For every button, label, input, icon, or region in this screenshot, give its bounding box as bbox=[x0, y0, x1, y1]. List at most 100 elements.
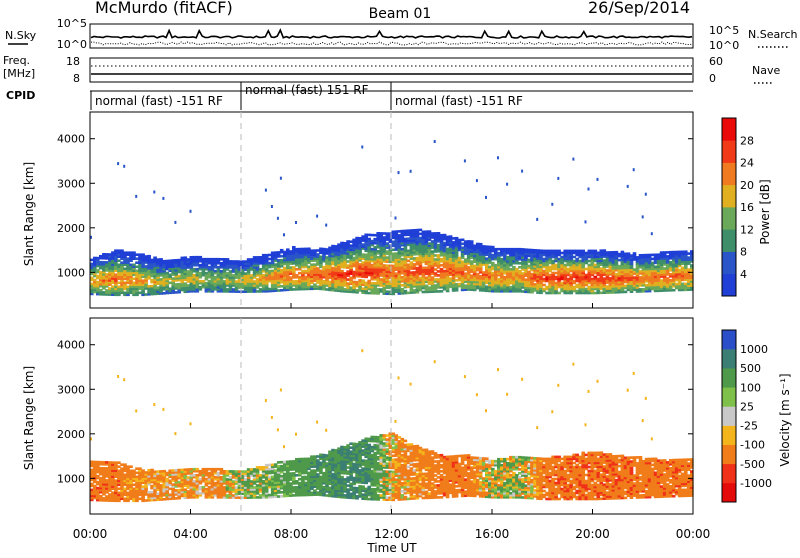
heatmap-cell bbox=[117, 249, 121, 252]
velocity-heatmap bbox=[90, 349, 694, 502]
heatmap-cell bbox=[361, 261, 365, 264]
heatmap-cell bbox=[642, 288, 646, 291]
heatmap-cell bbox=[319, 248, 323, 251]
heatmap-cell bbox=[401, 276, 405, 279]
heatmap-cell bbox=[440, 258, 444, 261]
nsky-trace-line bbox=[91, 30, 692, 38]
heatmap-cell bbox=[99, 461, 103, 464]
heatmap-cell bbox=[500, 248, 504, 251]
heatmap-cell bbox=[542, 258, 546, 261]
heatmap-cell bbox=[642, 254, 646, 257]
heatmap-cell bbox=[401, 284, 405, 287]
heatmap-cell bbox=[199, 486, 203, 489]
heatmap-cell bbox=[280, 289, 284, 292]
heatmap-cell bbox=[401, 248, 405, 251]
heatmap-cell bbox=[220, 468, 224, 471]
colorbar-swatch bbox=[722, 163, 736, 186]
power-tick-label: 8 bbox=[740, 246, 747, 259]
heatmap-cell bbox=[220, 476, 224, 479]
heatmap-cell bbox=[220, 258, 224, 261]
heatmap-cell bbox=[259, 268, 263, 271]
nave-label: Nave bbox=[752, 64, 780, 77]
heatmap-cell bbox=[542, 284, 546, 287]
heatmap-cell bbox=[603, 249, 607, 252]
heatmap-cell bbox=[259, 288, 263, 291]
heatmap-cell bbox=[542, 288, 546, 291]
heatmap-cell bbox=[99, 271, 103, 274]
heatmap-cell bbox=[177, 489, 181, 492]
heatmap-cell bbox=[681, 283, 685, 286]
cpid-segment-2: normal (fast) 151 RF bbox=[245, 83, 369, 97]
heatmap-cell bbox=[557, 177, 559, 180]
heatmap-cell bbox=[361, 287, 365, 290]
colorbar-swatch bbox=[722, 274, 736, 297]
heatmap-cell bbox=[560, 282, 564, 285]
heatmap-cell bbox=[99, 467, 103, 470]
heatmap-cell bbox=[298, 276, 302, 279]
heatmap-cell bbox=[410, 170, 412, 173]
heatmap-cell bbox=[401, 230, 405, 233]
power-tick-label: 24 bbox=[740, 157, 754, 170]
heatmap-cell bbox=[135, 195, 137, 198]
heatmap-cell bbox=[123, 165, 125, 168]
heatmap-cell bbox=[379, 232, 383, 235]
heatmap-cell bbox=[123, 378, 125, 381]
heatmap-cell bbox=[398, 171, 400, 174]
heatmap-cell bbox=[190, 422, 192, 425]
heatmap-cell bbox=[660, 251, 664, 254]
heatmap-cell bbox=[162, 197, 164, 200]
power-colorbar-label: Power [dB] bbox=[758, 179, 772, 244]
freq-label-2: [MHz] bbox=[3, 67, 35, 80]
power-tick-label: 12 bbox=[740, 223, 754, 236]
freq-tick-bottom: 8 bbox=[73, 72, 80, 85]
heatmap-cell bbox=[138, 467, 142, 470]
heatmap-cell bbox=[277, 217, 279, 220]
heatmap-cell bbox=[199, 286, 203, 289]
heatmap-cell bbox=[259, 474, 263, 477]
heatmap-cell bbox=[434, 140, 436, 143]
heatmap-cell bbox=[581, 250, 585, 253]
heatmap-cell bbox=[199, 280, 203, 283]
heatmap-cell bbox=[633, 168, 635, 171]
date-title: 26/Sep/2014 bbox=[588, 0, 690, 17]
heatmap-cell bbox=[117, 282, 121, 285]
colorbar-swatch bbox=[722, 229, 736, 252]
heatmap-cell bbox=[177, 469, 181, 472]
nsearch-tick-bottom: 10^0 bbox=[709, 39, 739, 52]
heatmap-cell bbox=[361, 253, 365, 256]
heatmap-cell bbox=[271, 416, 273, 419]
heatmap-cell bbox=[551, 203, 553, 206]
heatmap-cell bbox=[199, 478, 203, 481]
heatmap-cell bbox=[280, 285, 284, 288]
beam-title: Beam 01 bbox=[369, 6, 432, 22]
y-tick-label: 4000 bbox=[57, 133, 85, 146]
cpid-segment-1: normal (fast) -151 RF bbox=[95, 94, 223, 108]
colorbar-swatch bbox=[722, 118, 736, 141]
heatmap-cell bbox=[316, 215, 318, 218]
heatmap-cell bbox=[174, 221, 176, 224]
heatmap-cell bbox=[199, 256, 203, 259]
heatmap-cell bbox=[506, 183, 508, 186]
heatmap-cell bbox=[177, 481, 181, 484]
heatmap-cell bbox=[99, 289, 103, 292]
y-tick-label: 3000 bbox=[57, 177, 85, 190]
heatmap-cell bbox=[560, 252, 564, 255]
heatmap-cell bbox=[162, 408, 164, 411]
heatmap-cell bbox=[220, 270, 224, 273]
heatmap-cell bbox=[265, 399, 267, 402]
heatmap-cell bbox=[117, 488, 121, 491]
heatmap-cell bbox=[633, 252, 637, 255]
heatmap-cell bbox=[99, 261, 103, 264]
heatmap-cell bbox=[521, 170, 523, 173]
power-tick-label: 4 bbox=[740, 268, 747, 281]
heatmap-cell bbox=[117, 492, 121, 495]
colorbar-swatch bbox=[722, 185, 736, 208]
heatmap-cell bbox=[199, 492, 203, 495]
nsearch-label: N.Search bbox=[748, 28, 798, 41]
nsearch-tick-top: 10^5 bbox=[709, 24, 739, 37]
heatmap-cell bbox=[174, 432, 176, 435]
heatmap-cell bbox=[153, 403, 155, 406]
heatmap-cell bbox=[129, 465, 133, 468]
heatmap-cell bbox=[603, 259, 607, 262]
colorbar-swatch bbox=[722, 252, 736, 275]
